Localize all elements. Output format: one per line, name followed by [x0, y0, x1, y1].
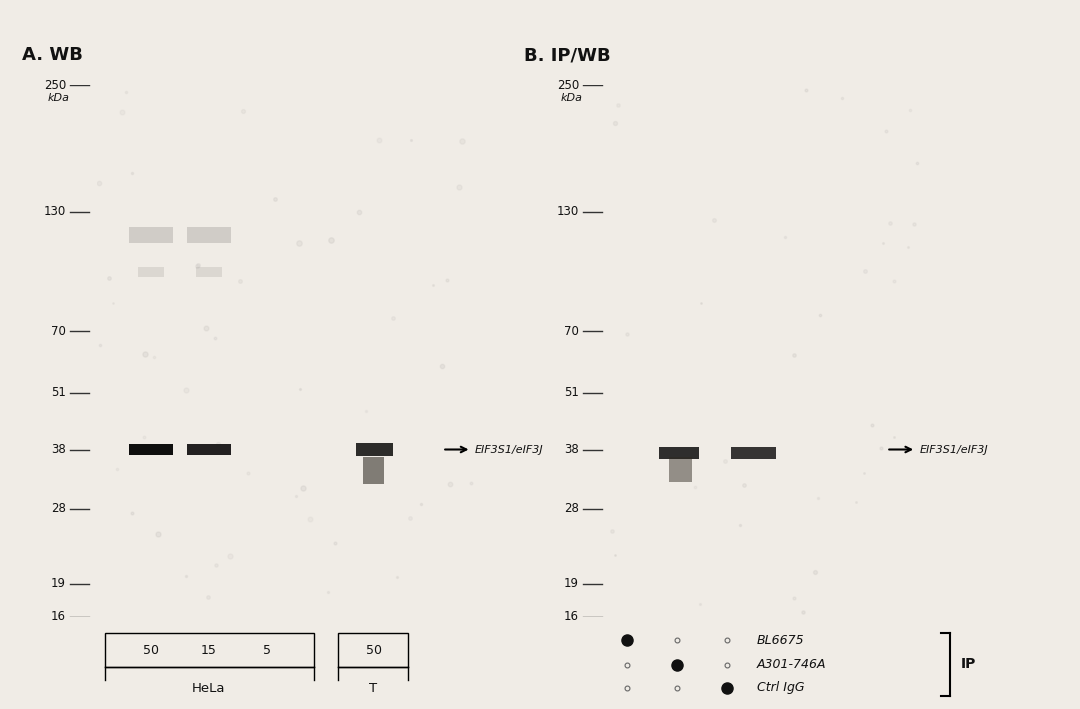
Text: kDa: kDa	[561, 93, 583, 103]
Bar	[338, 633, 408, 667]
Text: EIF3S1/eIF3J: EIF3S1/eIF3J	[474, 445, 543, 454]
Bar	[195, 267, 222, 277]
Text: 19: 19	[51, 577, 66, 590]
Bar	[355, 443, 393, 456]
Text: 51: 51	[51, 386, 66, 399]
Text: A. WB: A. WB	[22, 46, 82, 64]
Text: 250: 250	[44, 79, 66, 91]
Bar	[187, 444, 231, 455]
Text: 130: 130	[557, 205, 579, 218]
Bar	[129, 228, 173, 243]
Text: 28: 28	[564, 502, 579, 515]
Text: 38: 38	[565, 443, 579, 456]
Text: kDa: kDa	[48, 93, 70, 103]
Text: 250: 250	[557, 79, 579, 91]
Bar	[105, 633, 314, 667]
Text: 70: 70	[51, 325, 66, 337]
Bar	[129, 444, 173, 455]
Text: HeLa: HeLa	[192, 681, 226, 695]
Text: 50: 50	[143, 644, 159, 657]
Text: Ctrl IgG: Ctrl IgG	[757, 681, 805, 695]
Text: 16: 16	[564, 610, 579, 623]
Bar	[731, 447, 775, 459]
Text: T: T	[369, 681, 377, 695]
Text: 5: 5	[264, 644, 271, 657]
Text: A301-746A: A301-746A	[757, 658, 826, 671]
Bar	[187, 228, 231, 243]
Text: 70: 70	[564, 325, 579, 337]
Bar	[137, 267, 164, 277]
Text: EIF3S1/eIF3J: EIF3S1/eIF3J	[919, 445, 988, 454]
Text: 28: 28	[51, 502, 66, 515]
Text: BL6675: BL6675	[757, 634, 805, 647]
Bar	[363, 457, 384, 484]
Text: 130: 130	[44, 205, 66, 218]
Bar	[669, 457, 692, 482]
Text: IP: IP	[960, 657, 975, 671]
Text: 38: 38	[52, 443, 66, 456]
Text: B. IP/WB: B. IP/WB	[524, 46, 610, 64]
Text: 16: 16	[51, 610, 66, 623]
Text: 51: 51	[564, 386, 579, 399]
Text: 19: 19	[564, 577, 579, 590]
Text: 15: 15	[201, 644, 217, 657]
Text: 50: 50	[366, 644, 382, 657]
Bar	[659, 447, 700, 459]
